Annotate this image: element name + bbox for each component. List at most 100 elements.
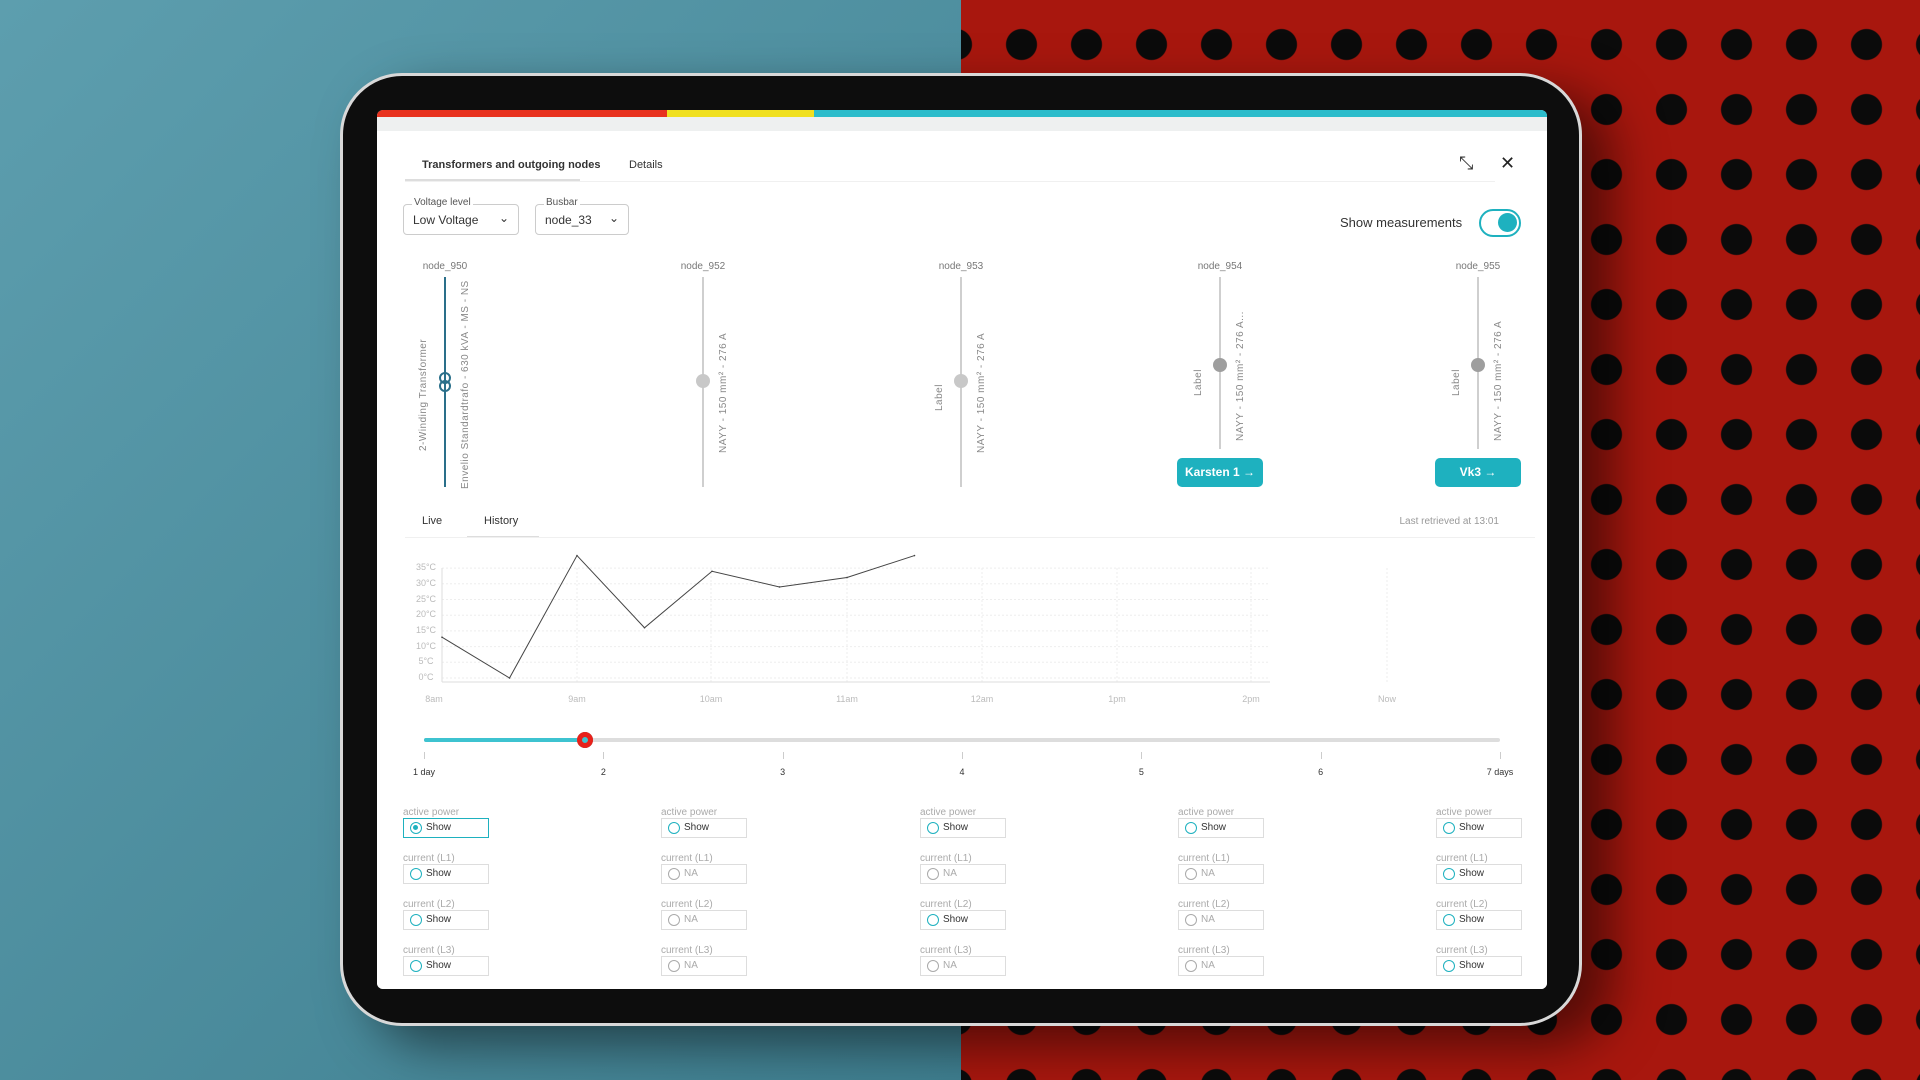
measurement-option[interactable]: NA bbox=[1178, 910, 1264, 930]
busbar-select[interactable]: Busbar node_33 ⌄ bbox=[535, 197, 629, 235]
option-text: Show bbox=[1459, 868, 1485, 879]
y-tick-label: 15°C bbox=[415, 624, 437, 635]
radio-icon[interactable] bbox=[668, 914, 680, 926]
radio-icon[interactable] bbox=[1185, 822, 1197, 834]
tab-divider bbox=[405, 181, 1495, 182]
option-text: NA bbox=[943, 868, 957, 879]
last-retrieved: Last retrieved at 13:01 bbox=[1399, 516, 1499, 527]
busbar-value: node_33 bbox=[545, 213, 592, 227]
data-point bbox=[778, 586, 781, 588]
measurement-label: current (L1) bbox=[1436, 853, 1488, 864]
voltage-level-value: Low Voltage bbox=[413, 213, 479, 227]
radio-icon[interactable] bbox=[1185, 868, 1197, 880]
measurement-option[interactable]: Show bbox=[403, 818, 489, 838]
measurement-label: active power bbox=[1178, 807, 1235, 818]
busbar-label: Busbar bbox=[544, 197, 580, 208]
measurement-option[interactable]: Show bbox=[661, 818, 747, 838]
option-text: NA bbox=[684, 868, 698, 879]
slider-thumb[interactable] bbox=[577, 732, 594, 748]
measurement-option[interactable]: Show bbox=[1178, 818, 1264, 838]
measurement-label: current (L1) bbox=[403, 853, 455, 864]
radio-icon[interactable] bbox=[927, 868, 939, 880]
tab-live[interactable]: Live bbox=[422, 515, 443, 527]
node-name: node_950 bbox=[422, 261, 468, 272]
measurement-option[interactable]: NA bbox=[661, 864, 747, 884]
measurement-option[interactable]: NA bbox=[661, 910, 747, 930]
radio-icon[interactable] bbox=[1443, 914, 1455, 926]
measurement-option[interactable]: NA bbox=[1178, 864, 1264, 884]
tab-details[interactable]: Details bbox=[629, 159, 663, 171]
close-icon[interactable]: ✕ bbox=[1500, 153, 1516, 173]
x-tick-label: 9am bbox=[568, 694, 586, 704]
option-text: NA bbox=[684, 960, 698, 971]
measurement-option[interactable]: Show bbox=[1436, 910, 1522, 930]
node-name: node_953 bbox=[938, 261, 984, 272]
voltage-level-label: Voltage level bbox=[412, 197, 473, 208]
show-measurements-label: Show measurements bbox=[1340, 215, 1463, 230]
radio-icon[interactable] bbox=[410, 868, 422, 880]
option-text: Show bbox=[426, 914, 452, 925]
tab-history[interactable]: History bbox=[484, 515, 519, 527]
color-bar-red bbox=[377, 110, 667, 117]
tab-transformers[interactable]: Transformers and outgoing nodes bbox=[422, 159, 601, 171]
radio-icon[interactable] bbox=[410, 914, 422, 926]
radio-icon[interactable] bbox=[668, 960, 680, 972]
measurement-option[interactable]: Show bbox=[1436, 956, 1522, 976]
voltage-level-select[interactable]: Voltage level Low Voltage ⌄ bbox=[403, 197, 519, 235]
radio-icon[interactable] bbox=[1185, 960, 1197, 972]
node-dot[interactable] bbox=[696, 374, 710, 388]
measurement-option[interactable]: NA bbox=[920, 956, 1006, 976]
node-panel: Transformers and outgoing nodes Details … bbox=[377, 131, 1547, 989]
option-text: Show bbox=[943, 914, 969, 925]
slider-track[interactable] bbox=[424, 738, 1500, 742]
slider-tick bbox=[424, 752, 425, 759]
measurement-option[interactable]: Show bbox=[403, 956, 489, 976]
collapse-icon[interactable]: ⤡ bbox=[1459, 153, 1474, 173]
option-text: Show bbox=[684, 822, 710, 833]
measurement-option[interactable]: Show bbox=[403, 910, 489, 930]
y-tick-label: 35°C bbox=[415, 562, 437, 573]
history-chart bbox=[441, 554, 1388, 683]
radio-icon[interactable] bbox=[1443, 868, 1455, 880]
measurement-option[interactable]: NA bbox=[920, 864, 1006, 884]
radio-icon[interactable] bbox=[927, 822, 939, 834]
option-text: NA bbox=[943, 960, 957, 971]
color-bar-teal bbox=[814, 110, 1547, 117]
measurement-option[interactable]: Show bbox=[1436, 818, 1522, 838]
radio-icon[interactable] bbox=[668, 822, 680, 834]
slider-tick bbox=[1141, 752, 1143, 759]
measurement-option[interactable]: Show bbox=[403, 864, 489, 884]
measurement-option[interactable]: NA bbox=[1178, 956, 1264, 976]
x-tick-label: 12am bbox=[970, 694, 994, 704]
node-dot[interactable] bbox=[1213, 358, 1227, 372]
show-measurements-toggle[interactable] bbox=[1479, 209, 1521, 237]
node-dot[interactable] bbox=[954, 374, 968, 388]
radio-icon[interactable] bbox=[927, 914, 939, 926]
measurement-label: current (L2) bbox=[1436, 899, 1488, 910]
measurement-label: active power bbox=[1436, 807, 1493, 818]
node-nav-button[interactable]: Vk3 → bbox=[1435, 458, 1521, 487]
radio-icon[interactable] bbox=[1443, 960, 1455, 972]
slider-tick-label: 5 bbox=[1138, 767, 1144, 777]
node-nav-button[interactable]: Karsten 1 → bbox=[1177, 458, 1263, 487]
node-name: node_955 bbox=[1455, 261, 1501, 272]
measurement-option[interactable]: Show bbox=[920, 910, 1006, 930]
radio-icon[interactable] bbox=[668, 868, 680, 880]
measurement-label: active power bbox=[403, 807, 460, 818]
x-tick-label: Now bbox=[1377, 694, 1397, 704]
radio-icon[interactable] bbox=[410, 960, 422, 972]
data-point bbox=[508, 677, 511, 679]
slider-tick bbox=[962, 752, 963, 759]
node-dot[interactable] bbox=[1471, 358, 1485, 372]
radio-icon[interactable] bbox=[1185, 914, 1197, 926]
node-name: node_952 bbox=[680, 261, 726, 272]
measurement-option[interactable]: Show bbox=[920, 818, 1006, 838]
measurement-option[interactable]: Show bbox=[1436, 864, 1522, 884]
x-tick-label: 10am bbox=[699, 694, 723, 704]
y-tick-label: 20°C bbox=[415, 609, 437, 620]
option-text: Show bbox=[1201, 822, 1227, 833]
radio-icon[interactable] bbox=[410, 822, 422, 834]
radio-icon[interactable] bbox=[927, 960, 939, 972]
radio-icon[interactable] bbox=[1443, 822, 1455, 834]
measurement-option[interactable]: NA bbox=[661, 956, 747, 976]
